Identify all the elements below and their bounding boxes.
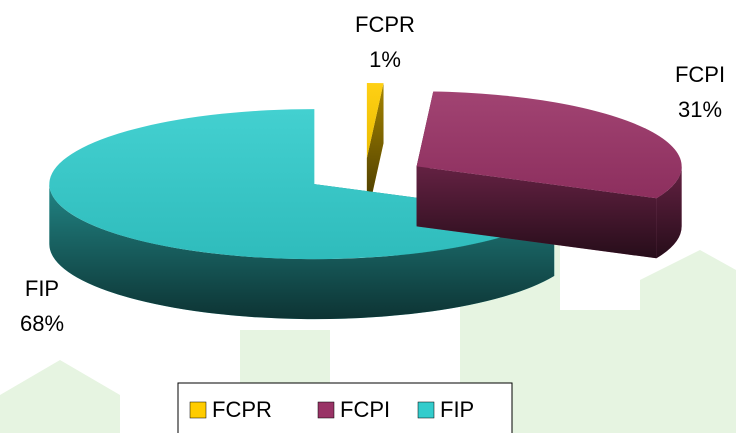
legend-label: FCPI <box>340 397 390 422</box>
pie <box>49 83 681 319</box>
data-label-value: 1% <box>369 47 401 72</box>
legend-marker <box>418 402 434 418</box>
data-label-value: 68% <box>20 311 64 336</box>
data-label-name: FIP <box>25 276 59 301</box>
data-label-name: FCPR <box>355 12 415 37</box>
chart: FCPR 1% FCPI 31% FIP 68% FCPR FCPI FIP <box>0 0 736 433</box>
legend-marker <box>318 402 334 418</box>
legend-label: FIP <box>440 397 474 422</box>
data-label-value: 31% <box>678 97 722 122</box>
data-label-name: FCPI <box>675 62 725 87</box>
legend-label: FCPR <box>212 397 272 422</box>
legend-marker <box>190 402 206 418</box>
